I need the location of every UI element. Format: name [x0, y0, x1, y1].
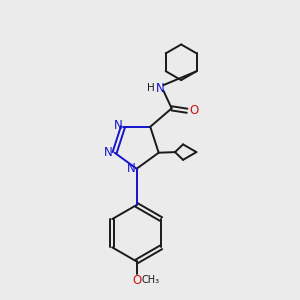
- Text: N: N: [155, 82, 164, 94]
- Text: CH₃: CH₃: [142, 275, 160, 286]
- Text: N: N: [104, 146, 113, 159]
- Text: N: N: [114, 119, 123, 132]
- Text: H: H: [147, 83, 155, 93]
- Text: O: O: [132, 274, 141, 287]
- Text: O: O: [189, 104, 198, 117]
- Text: N: N: [127, 162, 136, 175]
